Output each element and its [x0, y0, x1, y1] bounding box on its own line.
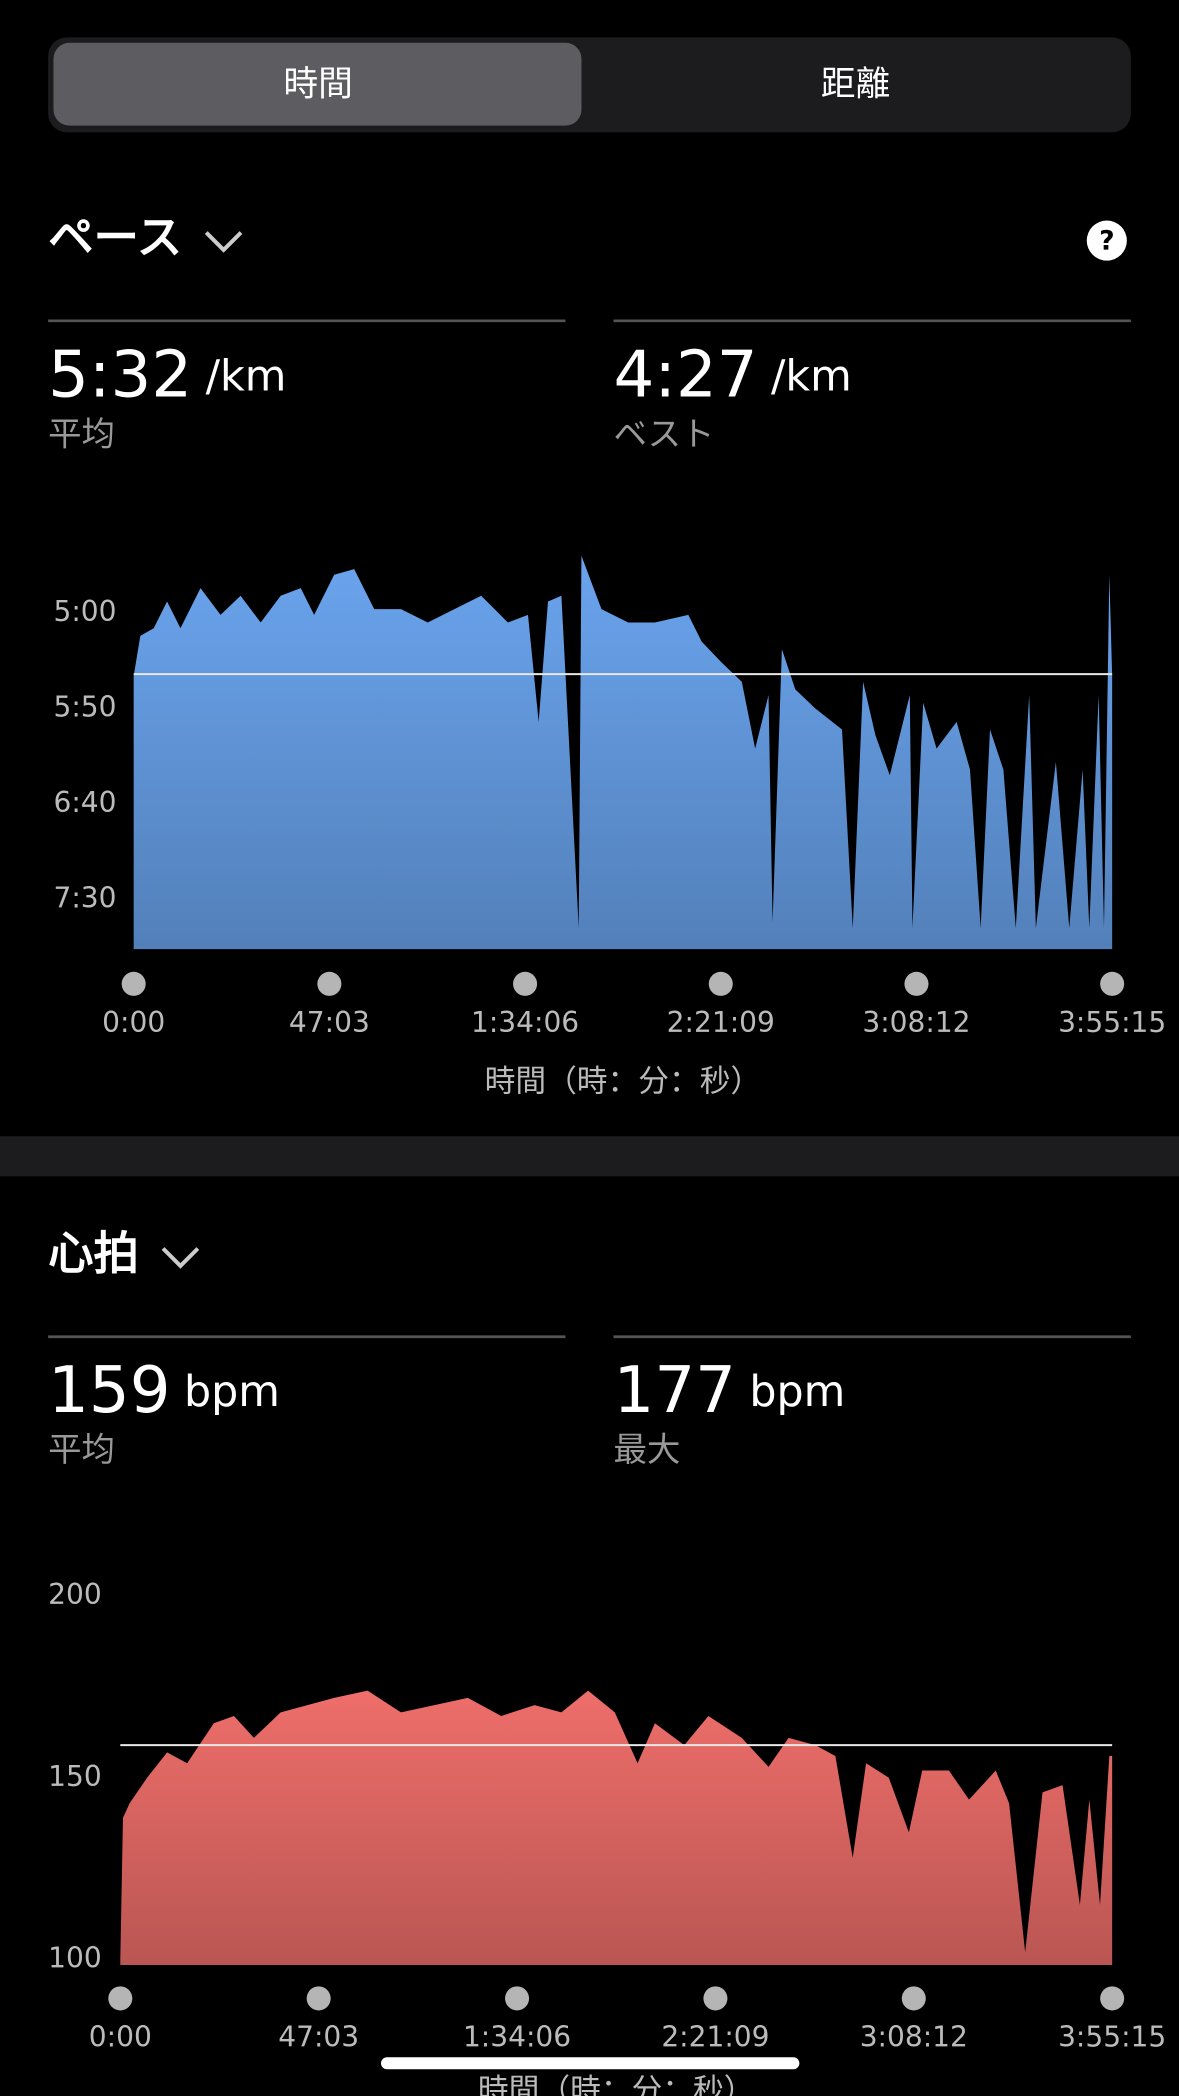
stat-unit: bpm [749, 1367, 845, 1417]
y-tick-label: 200 [48, 1578, 102, 1611]
y-tick-label: 7:30 [53, 881, 116, 914]
area [120, 1690, 1113, 1965]
x-tick-label: 1:34:06 [471, 1006, 579, 1039]
y-tick-label: 150 [48, 1760, 102, 1793]
x-tick-label: 2:21:09 [661, 2021, 769, 2054]
help-glyph: ? [1099, 225, 1115, 256]
stat-label: 最大 [614, 1430, 681, 1469]
x-axis-label: 時間（時：分：秒） [478, 2072, 755, 2096]
x-tick-label: 0:00 [89, 2021, 152, 2054]
tab[interactable]: 距離 [821, 65, 891, 105]
section-separator [0, 1136, 1179, 1177]
x-tick-label: 1:34:06 [463, 2021, 571, 2054]
x-tick-dot [1100, 971, 1125, 996]
x-tick-dot [703, 1986, 728, 2011]
x-tick-dot [306, 1986, 331, 2011]
y-tick-label: 100 [48, 1942, 102, 1975]
tab[interactable]: 時間 [283, 65, 353, 105]
stat-value: 177 [614, 1353, 736, 1428]
stat-value: 4:27 [614, 337, 758, 412]
chevron[interactable] [204, 231, 243, 253]
x-tick-label: 47:03 [278, 2021, 359, 2054]
x-axis-label: 時間（時：分：秒） [485, 1063, 762, 1099]
y-tick-label: 5:00 [53, 595, 116, 628]
x-tick-dot [108, 1986, 133, 2011]
stat-value: 159 [48, 1353, 170, 1428]
x-tick-dot [901, 1986, 926, 2011]
y-tick-label: 5:50 [53, 690, 116, 723]
x-tick-dot [513, 971, 538, 996]
help-icon[interactable] [1086, 220, 1127, 261]
stat: 4:27/km [614, 337, 852, 412]
x-tick-label: 3:55:15 [1058, 1006, 1166, 1039]
stat-label: ベスト [614, 414, 715, 453]
section-title[interactable]: 心拍 [48, 1227, 139, 1280]
stat-value: 5:32 [48, 337, 192, 412]
stat-unit: /km [206, 351, 287, 401]
x-tick-dot [904, 971, 929, 996]
stat: 177 bpm [614, 1353, 846, 1428]
stat-label: 平均 [48, 1430, 115, 1469]
stat: 159 bpm [48, 1353, 280, 1428]
x-tick-dot [708, 971, 733, 996]
x-tick-label: 3:08:12 [860, 2021, 968, 2054]
x-tick-dot [121, 971, 146, 996]
x-tick-label: 47:03 [289, 1006, 370, 1039]
stat-unit: /km [771, 351, 852, 401]
x-tick-label: 0:00 [102, 1006, 165, 1039]
stat-unit: bpm [184, 1367, 280, 1417]
chevron[interactable] [161, 1247, 200, 1269]
stat-label: 平均 [48, 414, 115, 453]
section-title[interactable]: ペース [48, 211, 182, 264]
area [133, 555, 1113, 950]
tab-selected [53, 42, 582, 126]
x-tick-label: 3:08:12 [862, 1006, 970, 1039]
y-tick-label: 6:40 [53, 786, 116, 819]
x-tick-dot [505, 1986, 530, 2011]
stat: 5:32/km [48, 337, 286, 412]
x-tick-dot [317, 971, 342, 996]
home-indicator [380, 2057, 800, 2070]
x-tick-label: 3:55:15 [1058, 2021, 1166, 2054]
x-tick-label: 2:21:09 [667, 1006, 775, 1039]
x-tick-dot [1100, 1986, 1125, 2011]
